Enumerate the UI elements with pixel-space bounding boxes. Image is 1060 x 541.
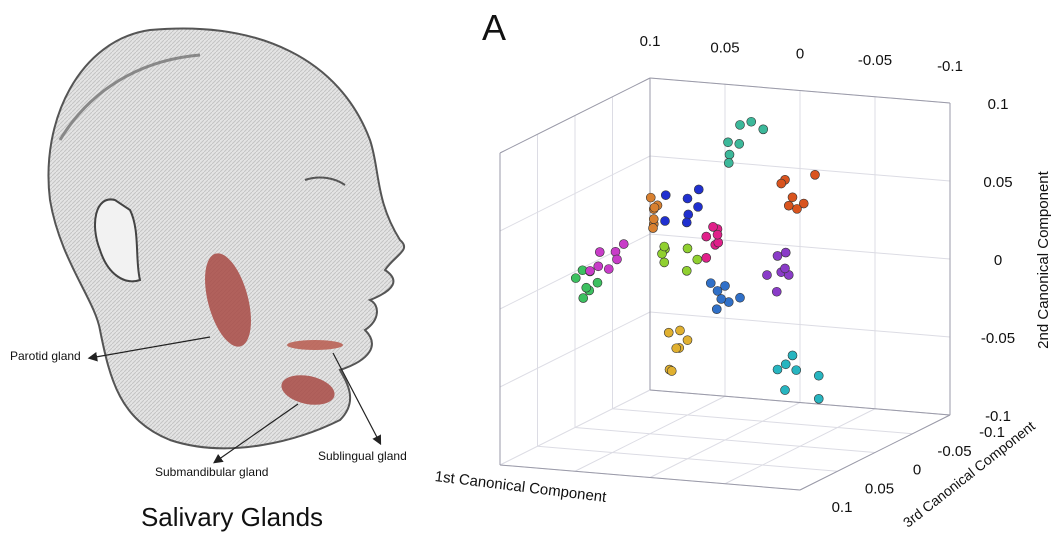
point xyxy=(706,279,715,288)
y-tick-label: -0.05 xyxy=(981,330,1015,347)
point xyxy=(649,215,658,224)
point xyxy=(694,202,703,211)
z-tick-label: 0.05 xyxy=(865,480,894,497)
x-tick-label: -0.05 xyxy=(858,52,892,69)
point xyxy=(717,294,726,303)
point xyxy=(693,255,702,264)
point xyxy=(661,216,670,225)
point xyxy=(683,336,692,345)
z-tick-label: 0 xyxy=(913,462,921,479)
point xyxy=(682,218,691,227)
point xyxy=(702,253,711,262)
point xyxy=(667,366,676,375)
point xyxy=(781,386,790,395)
point xyxy=(593,278,602,287)
z-tick-label: -0.05 xyxy=(937,443,971,460)
point xyxy=(682,266,691,275)
illustration-title: Salivary Glands xyxy=(141,502,323,532)
panel-label: A xyxy=(482,7,506,48)
figure: Parotid gland Submandibular gland Sublin… xyxy=(0,0,1060,536)
sublingual-gland xyxy=(287,340,343,350)
point xyxy=(683,194,692,203)
y-axis-label: 2nd Canonical Component xyxy=(1035,170,1052,348)
x-tick-label: 0 xyxy=(796,46,804,63)
point xyxy=(713,286,722,295)
point xyxy=(702,232,711,241)
point xyxy=(735,139,744,148)
point xyxy=(793,204,802,213)
point xyxy=(773,251,782,260)
y-tick-label: 0.05 xyxy=(983,174,1012,191)
point xyxy=(788,193,797,202)
point xyxy=(664,328,673,337)
point xyxy=(683,244,692,253)
point xyxy=(713,230,722,239)
point xyxy=(604,265,613,274)
point xyxy=(595,248,604,257)
point xyxy=(759,125,768,134)
point xyxy=(736,120,745,129)
point xyxy=(709,222,718,231)
point xyxy=(788,351,797,360)
point xyxy=(781,264,790,273)
y-tick-label: 0.1 xyxy=(988,96,1009,113)
point xyxy=(579,294,588,303)
point xyxy=(694,185,703,194)
point xyxy=(784,201,793,210)
point xyxy=(763,271,772,280)
gland-label: Sublingual gland xyxy=(318,449,407,463)
point xyxy=(724,138,733,147)
gland-label: Submandibular gland xyxy=(155,465,268,479)
head-illustration: Parotid gland Submandibular gland Sublin… xyxy=(10,28,407,532)
point xyxy=(660,242,669,251)
point xyxy=(781,360,790,369)
point xyxy=(684,210,693,219)
point xyxy=(672,344,681,353)
y-tick-label: -0.1 xyxy=(985,408,1011,425)
point xyxy=(613,255,622,264)
point xyxy=(661,191,670,200)
x-tick-label: 0.1 xyxy=(640,33,661,50)
point xyxy=(777,179,786,188)
point xyxy=(724,158,733,167)
z-tick-label: 0.1 xyxy=(832,499,853,516)
x-axis-label: 1st Canonical Component xyxy=(434,468,608,506)
point xyxy=(736,293,745,302)
y-tick-label: 0 xyxy=(994,252,1002,269)
point xyxy=(792,366,801,375)
point xyxy=(781,248,790,257)
x-tick-label: -0.1 xyxy=(937,58,963,75)
point xyxy=(773,365,782,374)
point xyxy=(571,274,580,283)
gland-label: Parotid gland xyxy=(10,349,81,363)
point xyxy=(582,283,591,292)
point xyxy=(594,262,603,271)
x-tick-label: 0.05 xyxy=(710,39,739,56)
point xyxy=(725,150,734,159)
point xyxy=(649,224,658,233)
point xyxy=(814,371,823,380)
point xyxy=(772,287,781,296)
point xyxy=(646,193,655,202)
point xyxy=(650,203,659,212)
scatter-3d: -0.1-0.0500.050.1-0.1-0.0500.050.1-0.1-0… xyxy=(434,33,1052,530)
point xyxy=(619,240,628,249)
point xyxy=(586,266,595,275)
point xyxy=(660,258,669,267)
point xyxy=(747,117,756,126)
point xyxy=(814,394,823,403)
point xyxy=(712,305,721,314)
point xyxy=(676,326,685,335)
point xyxy=(811,170,820,179)
